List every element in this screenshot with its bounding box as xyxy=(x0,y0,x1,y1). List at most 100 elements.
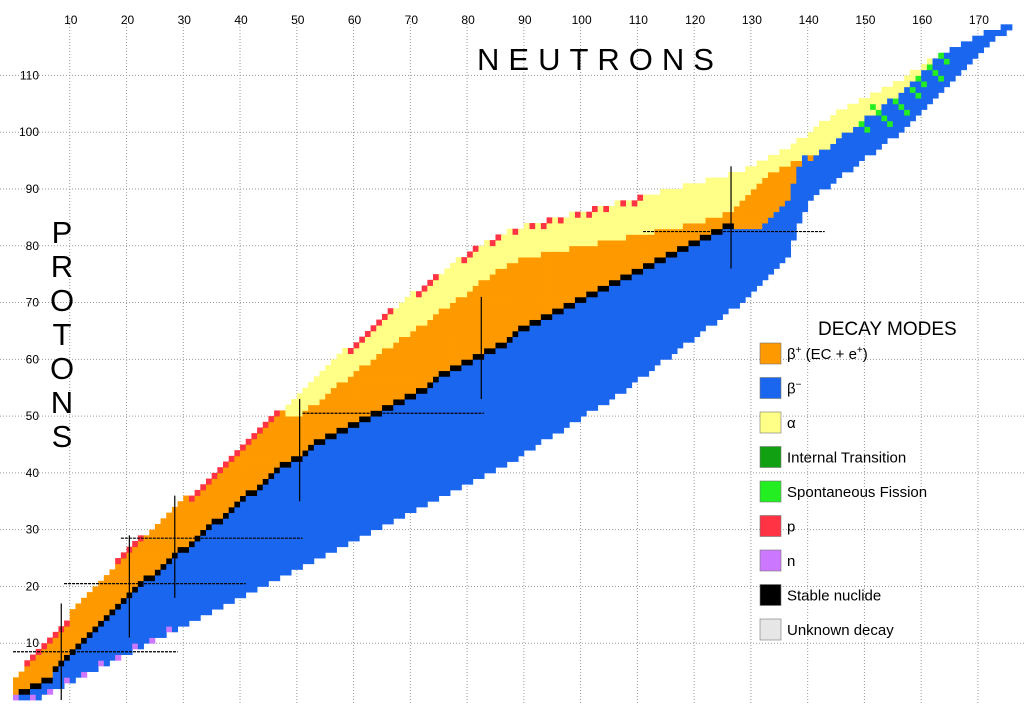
nuclide-cell-beta_plus xyxy=(716,223,723,230)
nuclide-cell-alpha xyxy=(750,183,757,190)
nuclide-cell-alpha xyxy=(450,291,457,298)
nuclide-cell-beta_minus xyxy=(790,183,797,190)
nuclide-cell-alpha xyxy=(569,217,576,224)
nuclide-cell-beta_minus xyxy=(472,376,479,383)
nuclide-cell-beta_minus xyxy=(569,365,576,372)
nuclide-cell-beta_plus xyxy=(529,262,536,269)
nuclide-cell-beta_minus xyxy=(381,472,389,479)
nuclide-cell-beta_minus xyxy=(847,160,854,167)
nuclide-cell-beta_plus xyxy=(501,302,508,309)
nuclide-cell-beta_minus xyxy=(410,472,417,479)
nuclide-cell-beta_plus xyxy=(47,643,54,650)
nuclide-cell-beta_plus xyxy=(35,654,42,661)
nuclide-cell-alpha xyxy=(853,109,860,116)
nuclide-cell-beta_minus xyxy=(671,302,678,309)
nuclide-cell-beta_minus xyxy=(716,234,723,241)
nuclide-cell-beta_minus xyxy=(308,455,315,462)
nuclide-cell-beta_minus xyxy=(438,472,445,479)
nuclide-cell-beta_minus xyxy=(370,489,377,496)
nuclide-cell-beta_minus xyxy=(433,382,440,389)
nuclide-cell-beta_minus xyxy=(603,319,610,326)
y-tick-label: 60 xyxy=(26,352,40,366)
nuclide-cell-stable xyxy=(166,558,173,565)
nuclide-cell-beta_minus xyxy=(688,268,695,275)
nuclide-cell-beta_minus xyxy=(438,393,445,400)
nuclide-cell-beta_plus xyxy=(92,614,99,621)
x-tick-label: 70 xyxy=(405,13,419,27)
nuclide-cell-alpha xyxy=(597,217,604,224)
nuclide-cell-beta_plus xyxy=(569,296,576,303)
nuclide-cell-beta_minus xyxy=(484,370,491,377)
nuclide-cell-beta_minus xyxy=(643,319,650,326)
nuclide-cell-beta_plus xyxy=(421,325,428,332)
nuclide-cell-beta_minus xyxy=(64,671,71,678)
nuclide-cell-stable xyxy=(574,296,582,303)
nuclide-cell-beta_minus xyxy=(438,484,445,491)
nuclide-cell-beta_minus xyxy=(637,330,644,338)
nuclide-cell-beta_minus xyxy=(308,450,315,457)
nuclide-cell-beta_plus xyxy=(484,291,491,298)
nuclide-cell-beta_plus xyxy=(205,484,213,491)
nuclide-cell-beta_minus xyxy=(546,421,553,428)
nuclide-cell-beta_minus xyxy=(160,575,167,582)
nuclide-cell-beta_minus xyxy=(711,319,718,326)
nuclide-cell-alpha xyxy=(807,143,814,150)
nuclide-cell-alpha xyxy=(847,109,854,116)
nuclide-cell-beta_minus xyxy=(325,444,332,451)
nuclide-cell-stable xyxy=(467,359,474,366)
nuclide-cell-beta_plus xyxy=(103,592,110,599)
nuclide-cell-beta_plus xyxy=(455,359,462,366)
nuclide-cell-beta_minus xyxy=(790,211,797,218)
nuclide-cell-alpha xyxy=(444,279,451,286)
nuclide-cell-beta_plus xyxy=(342,416,349,423)
nuclide-cell-beta_minus xyxy=(359,512,366,519)
nuclide-cell-beta_minus xyxy=(416,461,423,468)
nuclide-cell-beta_plus xyxy=(506,274,513,281)
nuclide-cell-beta_minus xyxy=(433,455,440,462)
nuclide-cell-beta_minus xyxy=(523,427,530,434)
nuclide-cell-p xyxy=(603,206,610,213)
nuclide-cell-beta_minus xyxy=(35,694,42,701)
x-tick-label: 130 xyxy=(742,13,762,27)
nuclide-cell-beta_plus xyxy=(660,251,667,258)
nuclide-cell-beta_minus xyxy=(319,541,326,548)
nuclide-cell-beta_plus xyxy=(620,251,627,258)
nuclide-cell-beta_plus xyxy=(410,353,417,360)
nuclide-cell-beta_plus xyxy=(353,382,360,389)
nuclide-cell-beta_plus xyxy=(154,552,161,559)
nuclide-cell-beta_minus xyxy=(637,313,644,320)
nuclide-cell-beta_plus xyxy=(478,279,485,286)
nuclide-cell-beta_minus xyxy=(773,217,780,224)
nuclide-cell-beta_minus xyxy=(416,427,423,434)
nuclide-cell-beta_minus xyxy=(915,86,922,93)
nuclide-cell-beta_plus xyxy=(427,342,434,349)
nuclide-cell-beta_minus xyxy=(461,365,468,372)
nuclide-cell-beta_minus xyxy=(620,347,627,355)
nuclide-cell-beta_minus xyxy=(325,467,332,474)
nuclide-cell-beta_minus xyxy=(228,586,235,593)
nuclide-cell-beta_minus xyxy=(154,597,161,604)
nuclide-cell-beta_minus xyxy=(251,546,258,553)
nuclide-cell-beta_minus xyxy=(535,427,542,434)
nuclide-cell-beta_minus xyxy=(262,529,269,536)
nuclide-cell-beta_minus xyxy=(881,109,888,116)
nuclide-cell-beta_minus xyxy=(484,467,491,474)
nuclide-cell-beta_plus xyxy=(41,665,48,673)
nuclide-cell-beta_minus xyxy=(756,279,763,286)
nuclide-cell-beta_minus xyxy=(495,353,502,360)
nuclide-cell-beta_minus xyxy=(733,279,740,286)
nuclide-cell-beta_minus xyxy=(251,501,258,508)
nuclide-cell-beta_plus xyxy=(370,404,377,411)
nuclide-cell-beta_minus xyxy=(750,257,757,264)
nuclide-cell-stable xyxy=(81,637,88,644)
nuclide-cell-beta_minus xyxy=(626,296,633,303)
nuclide-cell-beta_plus xyxy=(416,353,423,360)
nuclide-cell-beta_minus xyxy=(949,75,956,82)
nuclide-cell-beta_plus xyxy=(699,223,706,230)
nuclide-cell-alpha xyxy=(308,382,315,389)
nuclide-cell-stable xyxy=(47,677,54,684)
nuclide-cell-beta_plus xyxy=(98,592,105,599)
nuclide-cell-beta_minus xyxy=(501,461,508,468)
nuclide-cell-beta_minus xyxy=(677,313,684,320)
nuclide-cell-beta_minus xyxy=(711,302,718,309)
